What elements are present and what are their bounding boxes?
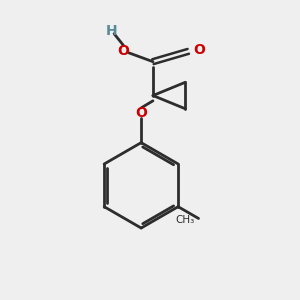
Text: O: O (135, 106, 147, 120)
Text: O: O (194, 43, 206, 57)
Text: H: H (106, 24, 118, 38)
Text: O: O (118, 44, 129, 58)
Text: CH₃: CH₃ (176, 215, 195, 225)
